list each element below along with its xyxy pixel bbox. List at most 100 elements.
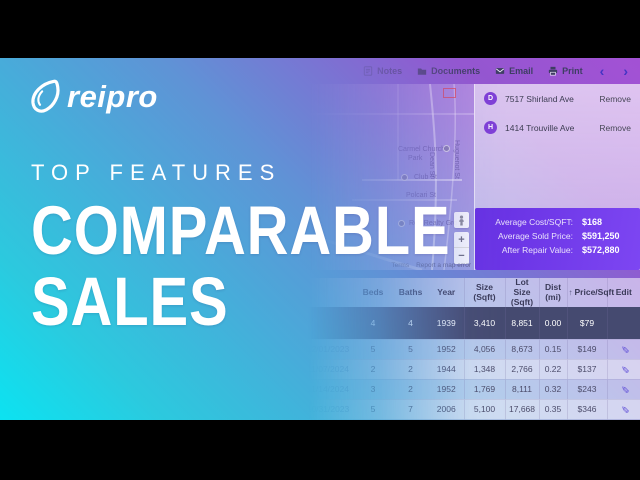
cell-edit: [606, 307, 640, 340]
cell-dist: 0.22: [538, 358, 567, 380]
map-poi-label: Carmel Church: [398, 146, 446, 153]
map-zoom-control: + −: [454, 232, 469, 264]
reipro-logo: reipro: [28, 78, 158, 116]
cell-year: 1939: [429, 307, 464, 340]
cell-size: 1,769: [463, 378, 505, 400]
cell-beds: 4: [354, 307, 392, 340]
comp-table-row: 11/14/2024 3 2 1952 1,769 8,111 0.32 $24…: [302, 378, 640, 400]
headline-line1: COMPARABLE: [31, 192, 451, 269]
col-header-baths[interactable]: Baths: [398, 286, 423, 297]
map-street-label: Club St: [414, 174, 437, 181]
documents-button[interactable]: Documents: [417, 66, 480, 76]
edit-pencil-icon[interactable]: ✎: [618, 365, 630, 374]
edit-pencil-icon[interactable]: ✎: [618, 405, 630, 414]
cell-baths: 5: [392, 338, 429, 360]
edit-pencil-icon[interactable]: ✎: [618, 345, 630, 354]
prev-button[interactable]: ‹: [599, 63, 605, 79]
pegman-button[interactable]: [454, 212, 469, 228]
letterbox-top: [0, 0, 640, 58]
documents-label: Documents: [431, 66, 481, 76]
map-terms-link[interactable]: Terms: [391, 262, 410, 269]
comp-address: 7517 Shirland Ave: [505, 93, 574, 104]
map-poi-label2: Park: [408, 155, 423, 162]
cell-dist: 0.32: [538, 378, 567, 400]
comp-list-item[interactable]: H 1414 Trouville Ave Remove: [475, 113, 640, 142]
notes-button[interactable]: Notes: [363, 66, 402, 76]
after-repair-value-value: $572,880: [582, 245, 620, 255]
cell-beds: 5: [354, 338, 392, 360]
cell-price: $149: [566, 338, 607, 360]
avg-sold-price-label: Average Sold Price:: [498, 231, 573, 241]
zoom-in-button[interactable]: +: [454, 232, 469, 248]
cell-date: 12/01/2023: [302, 338, 354, 360]
col-header-price[interactable]: ↑ Price/Sqft: [566, 278, 614, 308]
map-roads: [302, 84, 474, 270]
print-label: Print: [562, 66, 583, 76]
comps-map[interactable]: Carmel Church Park Club St Polcari St De…: [302, 84, 474, 270]
cell-price: $79: [566, 307, 607, 340]
email-button[interactable]: Email: [495, 66, 533, 76]
cell-beds: 5: [354, 398, 392, 420]
cell-year: 1952: [429, 378, 464, 400]
comp-list-panel: D 7517 Shirland Ave Remove H 1414 Trouvi…: [474, 84, 640, 270]
notes-icon: [363, 66, 373, 76]
comp-table-row: 10/31/2023 5 7 2006 5,100 17,668 0.35 $3…: [302, 398, 640, 420]
map-poi-icon: [443, 145, 450, 152]
cell-beds: 3: [354, 378, 392, 400]
cell-price: $346: [566, 398, 607, 420]
cell-size: 3,410: [463, 307, 505, 340]
remove-comp-button[interactable]: Remove: [599, 93, 631, 104]
remove-comp-button[interactable]: Remove: [599, 122, 631, 133]
comp-badge: D: [484, 92, 497, 105]
col-header-beds[interactable]: Beds: [362, 286, 384, 297]
zoom-out-button[interactable]: −: [458, 250, 465, 262]
comp-address: 1414 Trouville Ave: [505, 122, 575, 133]
sort-asc-icon: ↑: [568, 287, 573, 297]
comp-table-row: 11/07/2024 2 2 1944 1,348 2,766 0.22 $13…: [302, 358, 640, 380]
cell-year: 1944: [429, 358, 464, 380]
notes-label: Notes: [377, 66, 403, 76]
cell-edit: ✎: [606, 358, 640, 380]
map-poi-icon: [398, 220, 405, 227]
cell-beds: 2: [354, 358, 392, 380]
headline-title: COMPARABLE SALES: [31, 195, 450, 337]
cell-price: $243: [566, 378, 607, 400]
next-button[interactable]: ›: [623, 63, 628, 79]
app-toolbar: Notes Documents Email Print ‹ ›: [302, 58, 640, 84]
cell-size: 5,100: [463, 398, 505, 420]
comp-list-item[interactable]: D 7517 Shirland Ave Remove: [475, 84, 640, 113]
cell-edit: ✎: [606, 338, 640, 360]
headline: TOP FEATURES COMPARABLE SALES: [31, 160, 530, 337]
edit-pencil-icon[interactable]: ✎: [618, 385, 630, 394]
cell-dist: 0.35: [538, 398, 567, 420]
email-label: Email: [509, 66, 534, 76]
col-header-year[interactable]: Year: [437, 286, 456, 297]
col-header-edit: Edit: [606, 278, 640, 308]
map-report-link[interactable]: Report a map error: [416, 262, 471, 269]
cell-baths: 4: [392, 307, 429, 340]
col-header-size[interactable]: Size (Sqft): [463, 278, 505, 308]
col-header-price-label: Price/Sqft: [574, 286, 615, 297]
cell-edit: ✎: [606, 398, 640, 420]
cell-edit: ✎: [606, 378, 640, 400]
cell-date: 10/31/2023: [302, 398, 354, 420]
col-header-lot[interactable]: Lot Size (Sqft): [504, 277, 539, 308]
cell-dist: 0.15: [538, 338, 567, 360]
cell-date: [302, 307, 354, 340]
col-header-dist[interactable]: Dist (mi): [538, 278, 567, 308]
cell-lot: 8,673: [504, 338, 539, 360]
cell-size: 1,348: [463, 358, 505, 380]
print-button[interactable]: Print: [548, 66, 583, 76]
cell-date: 11/07/2024: [302, 358, 354, 380]
cell-year: 2006: [429, 398, 464, 420]
map-poi-label3: Rea Realty Gro: [409, 220, 458, 227]
cell-lot: 8,111: [504, 378, 539, 400]
avg-cost-sqft-value: $168: [582, 217, 603, 227]
print-icon: [548, 66, 558, 76]
cell-lot: 2,766: [504, 358, 539, 380]
cell-baths: 2: [392, 378, 429, 400]
cell-year: 1952: [429, 338, 464, 360]
cell-lot: 8,851: [504, 307, 539, 340]
cell-price: $137: [566, 358, 607, 380]
cell-baths: 7: [392, 398, 429, 420]
